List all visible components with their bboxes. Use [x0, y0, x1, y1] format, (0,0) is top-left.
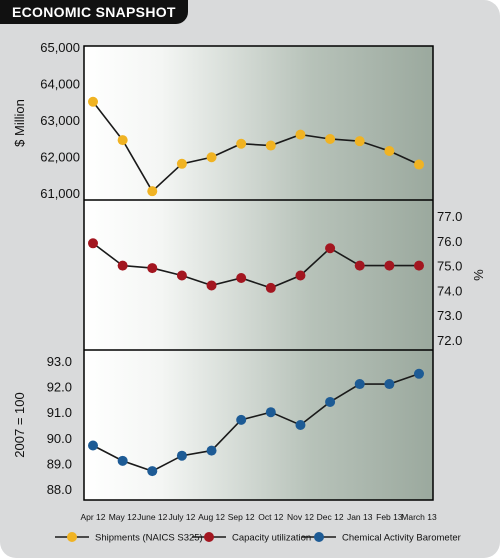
y-tick-label: 88.0: [47, 482, 72, 497]
y-tick-label: 93.0: [47, 354, 72, 369]
x-tick-label: Dec 12: [317, 512, 344, 522]
x-tick-label: Nov 12: [287, 512, 314, 522]
data-point: [147, 263, 158, 274]
y-tick-label: 91.0: [47, 405, 72, 420]
y-tick-label: 74.0: [437, 283, 462, 298]
data-point: [414, 260, 424, 271]
data-point: [295, 270, 306, 281]
y-tick-label: 61,000: [40, 186, 80, 201]
legend-marker: [204, 532, 214, 542]
y-tick-label: 90.0: [47, 431, 72, 446]
data-point: [236, 138, 247, 149]
y-tick-label: 75.0: [437, 259, 462, 274]
data-point: [206, 280, 217, 291]
y-axis-label: %: [471, 269, 486, 281]
data-point: [265, 407, 276, 418]
data-point: [354, 260, 365, 271]
x-tick-label: Jan 13: [347, 512, 373, 522]
y-tick-label: 92.0: [47, 380, 72, 395]
data-point: [295, 129, 306, 140]
y-tick-label: 64,000: [40, 77, 80, 92]
y-tick-label: 63,000: [40, 113, 80, 128]
data-point: [414, 159, 424, 170]
chart-title: ECONOMIC SNAPSHOT: [0, 0, 188, 24]
y-tick-label: 76.0: [437, 234, 462, 249]
legend-label: Capacity utilization: [232, 533, 311, 544]
data-point: [176, 450, 187, 461]
data-point: [236, 273, 247, 283]
series-line: [92, 101, 420, 193]
x-tick-label: May 12: [109, 512, 137, 522]
y-tick-label: 89.0: [47, 456, 72, 471]
x-tick-label: June 12: [137, 512, 168, 522]
data-point: [206, 445, 217, 456]
y-tick-label: 77.0: [437, 209, 462, 224]
legend-marker: [67, 532, 77, 542]
data-point: [147, 186, 158, 197]
data-point: [354, 136, 365, 147]
data-point: [117, 135, 128, 146]
data-point: [236, 414, 247, 425]
data-point: [88, 96, 98, 107]
legend-label: Shipments (NAICS S325): [95, 533, 203, 544]
data-point: [354, 379, 365, 390]
data-point: [88, 440, 98, 451]
x-tick-label: July 12: [168, 512, 195, 522]
data-point: [147, 466, 158, 477]
x-tick-label: Sep 12: [228, 512, 255, 522]
x-tick-label: Feb 13: [376, 512, 403, 522]
y-axis-label: $ Million: [12, 99, 27, 147]
data-point: [206, 152, 217, 163]
data-point: [117, 455, 128, 466]
x-tick-label: Aug 12: [198, 512, 225, 522]
data-point: [88, 238, 98, 249]
y-tick-label: 65,000: [40, 40, 80, 55]
data-point: [384, 146, 395, 157]
data-point: [117, 260, 128, 271]
data-point: [176, 158, 187, 169]
y-tick-label: 73.0: [437, 308, 462, 323]
plot-area: [83, 45, 434, 501]
x-tick-label: Apr 12: [80, 512, 105, 522]
data-point: [384, 379, 395, 390]
data-point: [176, 270, 187, 281]
x-tick-label: March 13: [401, 512, 437, 522]
legend-marker: [314, 532, 324, 542]
data-point: [384, 260, 395, 271]
data-point: [295, 420, 306, 430]
y-axis-label: 2007 = 100: [12, 392, 27, 457]
data-point: [325, 243, 336, 254]
data-point: [414, 368, 424, 379]
data-point: [265, 282, 276, 293]
data-point: [325, 133, 336, 144]
legend-label: Chemical Activity Barometer: [342, 533, 461, 544]
y-tick-label: 72.0: [437, 333, 462, 348]
x-tick-label: Oct 12: [258, 512, 283, 522]
data-point: [265, 140, 276, 151]
data-point: [325, 396, 336, 407]
y-tick-label: 62,000: [40, 150, 80, 165]
